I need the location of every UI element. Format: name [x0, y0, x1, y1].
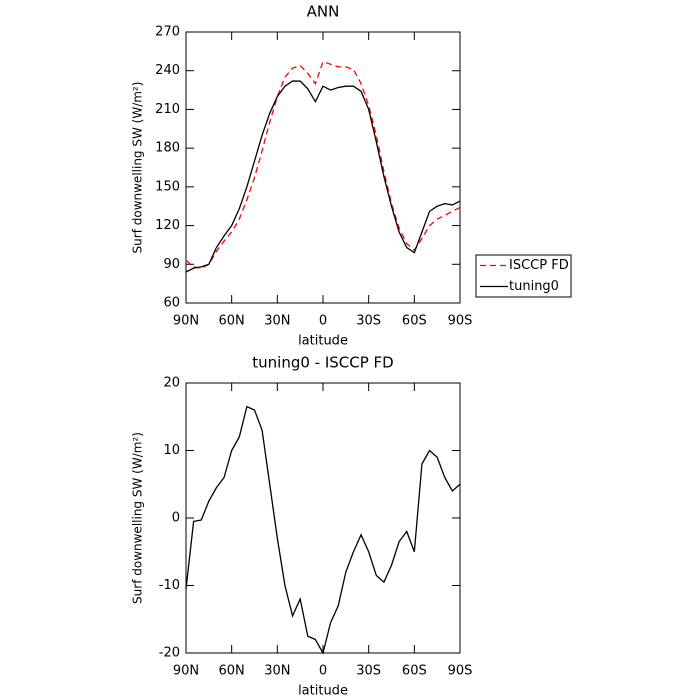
x-tick-label: 60N	[219, 314, 245, 329]
y-tick-label: -20	[159, 646, 180, 661]
x-axis-label: latitude	[298, 334, 348, 349]
y-tick-label: 20	[163, 376, 180, 391]
x-tick-label: 0	[319, 314, 327, 329]
y-tick-label: 120	[155, 218, 180, 233]
y-tick-label: 150	[155, 179, 180, 194]
y-tick-label: 90	[163, 257, 180, 272]
x-tick-label: 30N	[264, 314, 290, 329]
plot-frame	[185, 382, 461, 654]
legend-box	[475, 254, 572, 298]
chart-title: ANN	[307, 3, 340, 21]
x-tick-label: 90N	[173, 664, 199, 679]
x-tick-label: 60S	[402, 314, 427, 329]
y-tick-label: -10	[159, 578, 180, 593]
data-line	[185, 405, 461, 655]
x-tick-label: 30S	[356, 314, 381, 329]
x-tick-label: 60S	[402, 664, 427, 679]
x-tick-label: 30N	[264, 664, 290, 679]
legend-label: tuning0	[509, 279, 559, 294]
plot-frame	[185, 31, 461, 304]
chart-title: tuning0 - ISCCP FD	[252, 354, 393, 372]
x-tick-label: 90S	[448, 664, 473, 679]
data-line	[185, 60, 461, 269]
legend-label: ISCCP FD	[509, 258, 569, 273]
x-tick-label: 0	[319, 664, 327, 679]
data-line	[185, 80, 461, 273]
y-tick-label: 270	[155, 25, 180, 40]
x-axis-label: latitude	[298, 684, 348, 699]
y-tick-label: 0	[172, 511, 180, 526]
y-tick-label: 240	[155, 63, 180, 78]
x-tick-label: 60N	[219, 664, 245, 679]
y-axis-label: Surf downwelling SW (W/m²)	[131, 432, 145, 604]
y-tick-label: 180	[155, 141, 180, 156]
y-tick-label: 10	[163, 443, 180, 458]
x-tick-label: 90S	[448, 314, 473, 329]
x-tick-label: 30S	[356, 664, 381, 679]
y-tick-label: 60	[163, 296, 180, 311]
y-tick-label: 210	[155, 102, 180, 117]
y-axis-label: Surf downwelling SW (W/m²)	[131, 82, 145, 254]
x-tick-label: 90N	[173, 314, 199, 329]
